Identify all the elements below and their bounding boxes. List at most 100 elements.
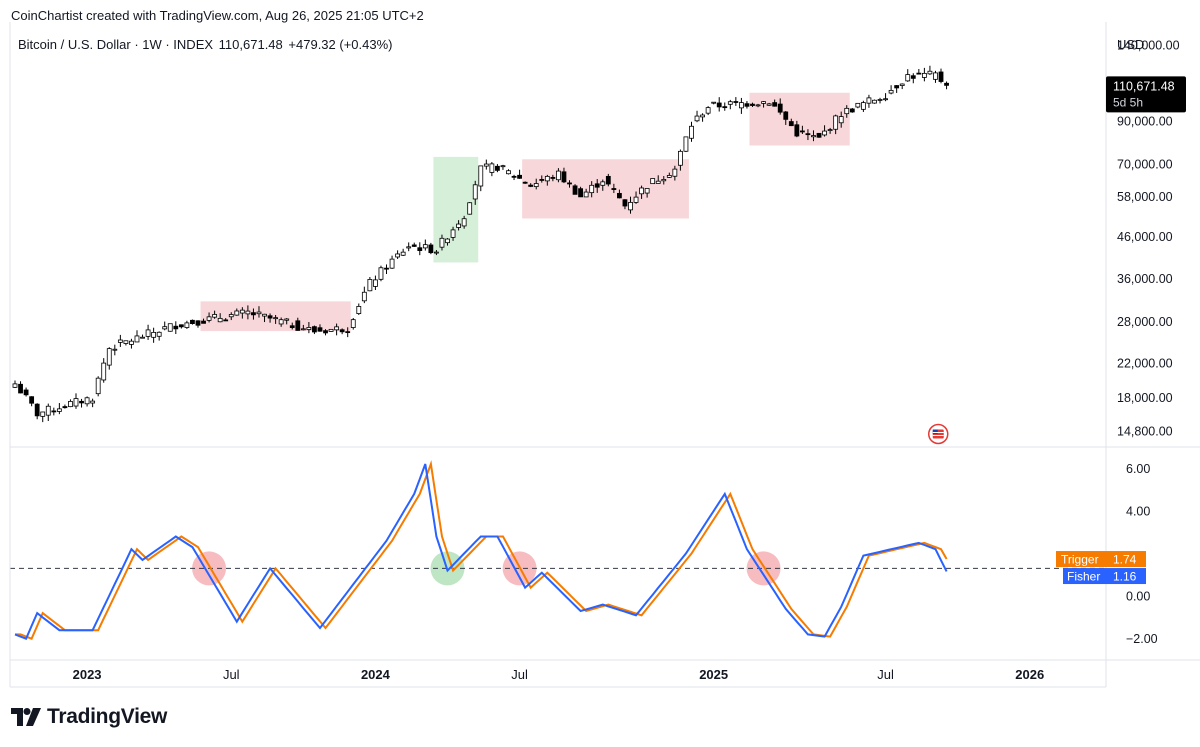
candle-body	[572, 185, 578, 195]
candle-body	[51, 410, 57, 413]
zone-consolidation-2	[522, 159, 689, 219]
candle-body	[561, 171, 567, 183]
candle-body	[178, 324, 184, 328]
candle-body	[583, 191, 589, 198]
candle-body	[112, 348, 118, 351]
candle-body	[45, 405, 51, 416]
price-tick-label: 140,000.00	[1117, 38, 1180, 52]
candle-body	[772, 102, 778, 107]
candle-body	[761, 101, 766, 104]
candle-body	[406, 246, 412, 249]
indicator-tick-label: 6.00	[1126, 462, 1150, 476]
candle-body	[644, 188, 650, 194]
fisher-label-box	[1063, 568, 1106, 585]
candle-body	[528, 184, 534, 187]
candle-body	[639, 187, 644, 195]
candle-body	[467, 202, 473, 215]
fisher-value-tag	[1106, 568, 1146, 585]
bar-countdown: 5d 5h	[1113, 95, 1143, 109]
candle-body	[389, 258, 395, 269]
candle-body	[101, 362, 107, 381]
candle-body	[422, 244, 428, 249]
zone-consolidation-3	[749, 92, 850, 146]
candle-body	[838, 116, 844, 124]
symbol-legend: Bitcoin / U.S. Dollar · 1W · INDEX 110,6…	[18, 37, 394, 52]
symbol-name: Bitcoin / U.S. Dollar · 1W · INDEX	[18, 37, 214, 52]
candle-body	[62, 406, 68, 409]
candle-body	[578, 188, 583, 198]
candle-body	[428, 244, 434, 254]
candle-body	[123, 340, 129, 344]
trigger-value-tag	[1106, 551, 1146, 568]
candle-body	[600, 181, 606, 186]
candle-body	[594, 183, 600, 188]
candle-body	[106, 348, 112, 366]
candle-body	[18, 383, 23, 394]
price-tick-label: 70,000.00	[1117, 158, 1173, 172]
candle-body	[661, 179, 667, 182]
candle-body	[117, 339, 123, 343]
candle-body	[877, 99, 883, 101]
signal-circle-red	[746, 551, 781, 586]
candle-body	[883, 98, 888, 101]
price-tick-label: 58,000.00	[1117, 190, 1173, 204]
candle-body	[411, 244, 417, 247]
candle-body	[373, 279, 378, 287]
candle-body	[683, 136, 689, 152]
candle-body	[312, 326, 317, 333]
candle-body	[744, 103, 750, 107]
candle-body	[184, 322, 190, 328]
candle-body	[400, 251, 406, 256]
candle-body	[162, 326, 168, 330]
candle-body	[456, 223, 462, 228]
candle-body	[633, 196, 639, 203]
candle-body	[84, 397, 90, 405]
price-tick-label: 46,000.00	[1117, 230, 1173, 244]
candle-body	[533, 183, 539, 187]
price-tick-label: 28,000.00	[1117, 315, 1173, 329]
candle-body	[689, 125, 694, 139]
candle-body	[921, 72, 927, 78]
indicator-tick-label: 0.00	[1126, 590, 1150, 604]
time-tick-label: Jul	[877, 667, 894, 682]
candle-body	[350, 319, 356, 328]
candle-body	[245, 310, 251, 315]
candle-body	[134, 335, 140, 343]
candle-body	[345, 331, 351, 334]
candle-body	[129, 340, 134, 345]
candle-body	[68, 401, 73, 408]
candle-body	[284, 318, 290, 321]
candle-body	[916, 72, 922, 75]
candle-body	[317, 327, 323, 332]
candle-body	[666, 175, 672, 178]
candle-body	[489, 163, 495, 173]
candle-body	[605, 175, 611, 185]
indicator-tick-label: 4.00	[1126, 504, 1150, 518]
candle-body	[29, 396, 35, 404]
candle-body	[766, 103, 772, 106]
candle-body	[544, 175, 550, 182]
candle-body	[944, 82, 949, 86]
candle-body	[783, 111, 789, 120]
candle-body	[556, 170, 561, 181]
brand-name: TradingView	[47, 705, 168, 728]
candle-body	[628, 202, 633, 211]
candle-body	[234, 310, 240, 316]
candle-body	[190, 319, 195, 325]
candle-body	[339, 329, 345, 333]
last-price-tag	[1106, 76, 1186, 113]
candle-body	[550, 177, 556, 179]
candle-body	[822, 130, 827, 136]
price-tick-label: 36,000.00	[1117, 272, 1173, 286]
candle-body	[367, 279, 373, 292]
candle-body	[223, 319, 229, 322]
candle-body	[206, 316, 212, 321]
candle-body	[306, 327, 312, 330]
candle-body	[750, 103, 755, 106]
candle-body	[201, 320, 206, 324]
candle-body	[483, 163, 489, 167]
candle-body	[267, 315, 273, 319]
candle-body	[617, 192, 622, 199]
